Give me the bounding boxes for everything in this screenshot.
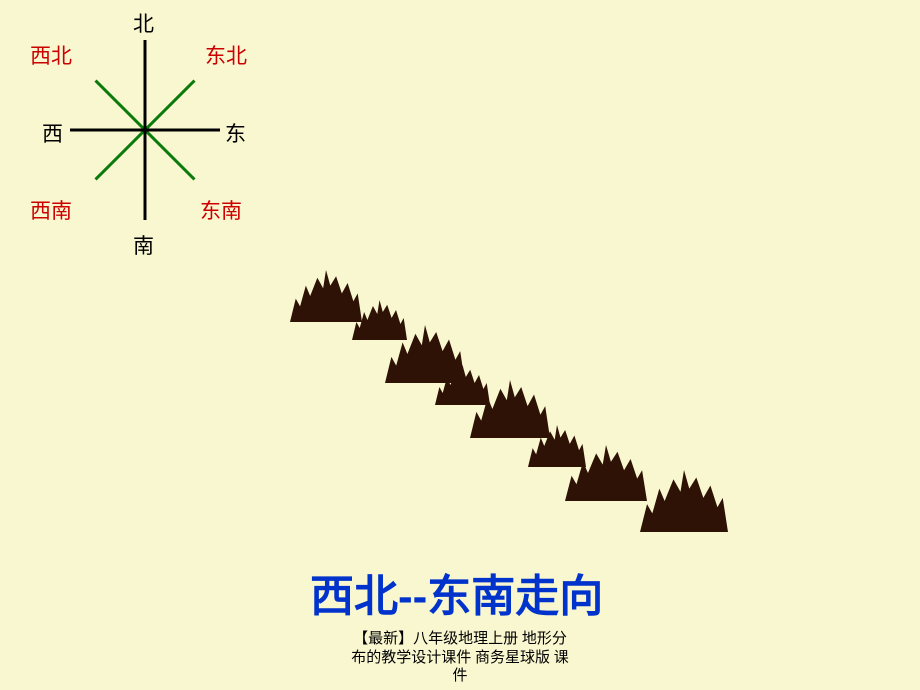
compass-label-northeast: 东北 xyxy=(205,40,247,70)
footer-caption: 【最新】八年级地理上册 地形分 布的教学设计课件 商务星球版 课 件 xyxy=(0,630,920,686)
compass-label-north: 北 xyxy=(133,8,154,38)
footer-line-3: 件 xyxy=(0,667,920,686)
direction-title: 西北--东南走向 xyxy=(310,560,603,624)
mountain-icon xyxy=(640,470,728,532)
mountain-icon xyxy=(565,445,647,501)
compass-rose: 北 南 东 西 东北 西北 东南 西南 xyxy=(30,0,260,260)
compass-label-east: 东 xyxy=(225,118,246,148)
footer-line-1: 【最新】八年级地理上册 地形分 xyxy=(0,630,920,649)
compass-label-south: 南 xyxy=(133,230,154,260)
compass-label-southwest: 西南 xyxy=(30,195,72,225)
compass-label-southeast: 东南 xyxy=(200,195,242,225)
footer-line-2: 布的教学设计课件 商务星球版 课 xyxy=(0,649,920,668)
compass-label-west: 西 xyxy=(42,118,63,148)
compass-label-northwest: 西北 xyxy=(30,40,72,70)
mountain-range xyxy=(290,270,760,550)
